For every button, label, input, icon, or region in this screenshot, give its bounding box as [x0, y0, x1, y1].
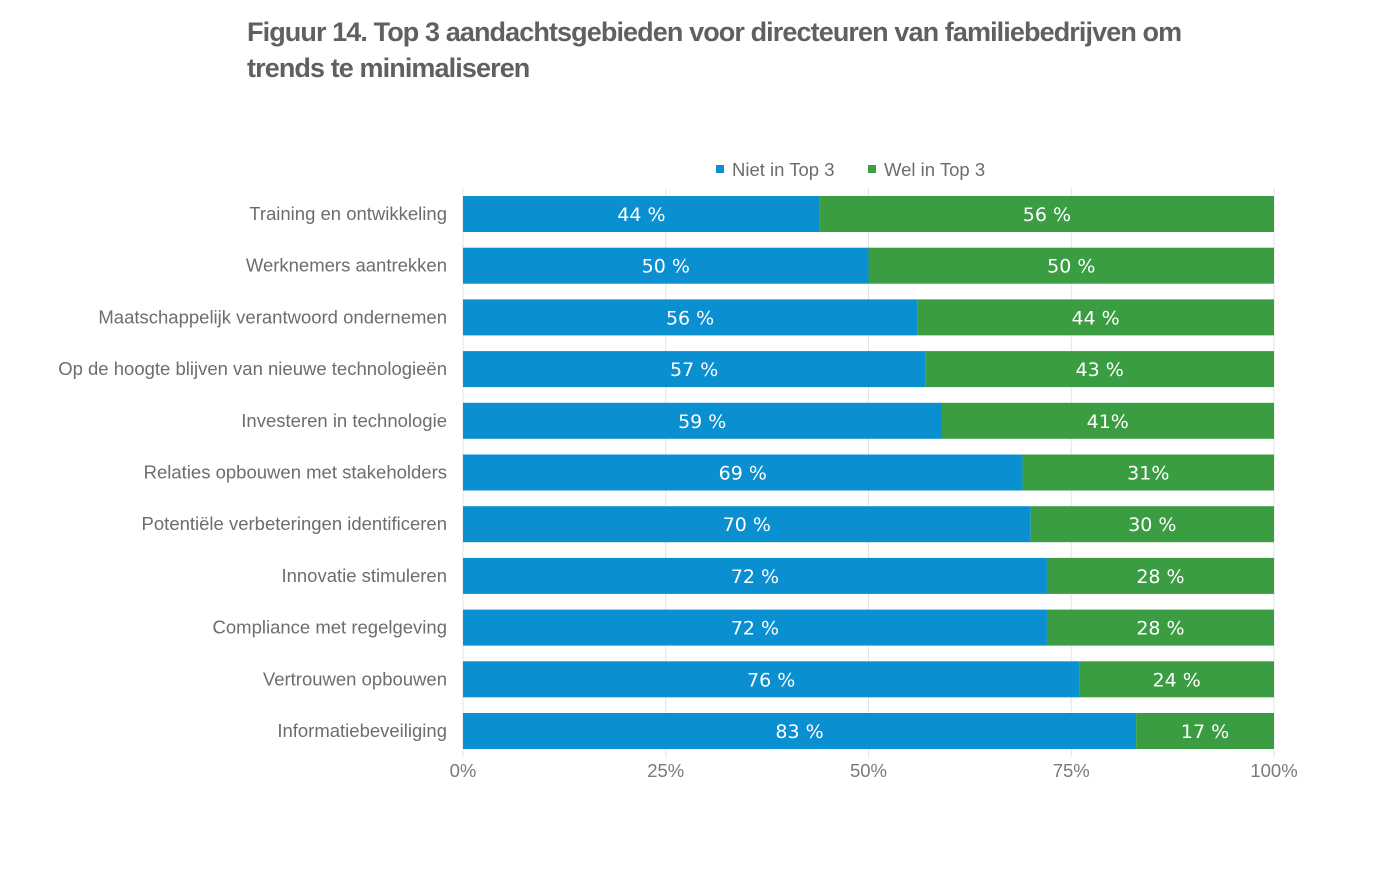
data-label-wel-5: 31%: [1127, 463, 1169, 485]
data-label-niet-10: 83 %: [775, 721, 823, 743]
bar-wel-5: [1022, 454, 1274, 491]
category-label-1: Werknemers aantrekken: [246, 255, 447, 276]
bar-niet-9: [463, 661, 1080, 698]
bar-wel-10: [1136, 713, 1274, 749]
bar-niet-6: [463, 506, 1031, 543]
bar-niet-2: [463, 299, 918, 336]
bar-wel-7: [1046, 557, 1274, 594]
data-label-wel-9: 24 %: [1153, 669, 1201, 691]
chart-title: Figuur 14. Top 3 aandachtsgebieden voor …: [247, 14, 1267, 86]
bar-wel-6: [1030, 506, 1274, 543]
data-label-wel-1: 50 %: [1047, 256, 1095, 278]
legend-label-niet-in-top-3: Niet in Top 3: [732, 159, 835, 180]
data-label-wel-8: 28 %: [1136, 618, 1184, 640]
bar-wel-2: [917, 299, 1274, 336]
x-tick-label-4: 100%: [1250, 760, 1297, 781]
x-tick-label-1: 25%: [647, 760, 684, 781]
x-tick-label-2: 50%: [850, 760, 887, 781]
data-label-wel-10: 17 %: [1181, 721, 1229, 743]
data-label-wel-0: 56 %: [1023, 204, 1071, 226]
data-label-wel-7: 28 %: [1136, 566, 1184, 588]
category-label-4: Investeren in technologie: [241, 410, 447, 431]
bar-niet-0: [463, 196, 820, 232]
data-label-niet-7: 72 %: [731, 566, 779, 588]
x-tick-label-3: 75%: [1053, 760, 1090, 781]
category-label-3: Op de hoogte blijven van nieuwe technolo…: [58, 358, 447, 379]
data-label-niet-2: 56 %: [666, 307, 714, 329]
bar-niet-4: [463, 402, 942, 439]
data-label-wel-3: 43 %: [1075, 359, 1123, 381]
legend-swatch-niet-in-top-3: [716, 165, 724, 173]
data-label-wel-6: 30 %: [1128, 514, 1176, 536]
category-label-5: Relaties opbouwen met stakeholders: [144, 462, 447, 483]
category-label-8: Compliance met regelgeving: [213, 617, 447, 638]
category-label-0: Training en ontwikkeling: [249, 203, 447, 224]
bar-niet-5: [463, 454, 1023, 491]
data-label-wel-2: 44 %: [1071, 307, 1119, 329]
bar-niet-3: [463, 351, 926, 388]
data-label-niet-0: 44 %: [617, 204, 665, 226]
bars: 44 % 56 % 50 % 50 % 56 % 44 % 57 % 43 % 59 % 41% 6…: [463, 196, 1274, 749]
data-label-niet-8: 72 %: [731, 618, 779, 640]
chart-title-line-1: Figuur 14. Top 3 aandachtsgebieden voor …: [247, 17, 1182, 47]
bar-niet-10: [463, 713, 1137, 749]
category-label-2: Maatschappelijk verantwoord ondernemen: [98, 306, 447, 327]
category-label-9: Vertrouwen opbouwen: [263, 668, 447, 689]
data-label-niet-1: 50 %: [642, 256, 690, 278]
x-tick-label-0: 0%: [450, 760, 477, 781]
bar-niet-7: [463, 557, 1047, 594]
data-label-niet-3: 57 %: [670, 359, 718, 381]
data-label-niet-6: 70 %: [723, 514, 771, 536]
category-label-6: Potentiële verbeteringen identificeren: [142, 513, 447, 534]
data-label-wel-4: 41%: [1087, 411, 1129, 433]
category-label-7: Innovatie stimuleren: [281, 565, 447, 586]
bar-niet-8: [463, 609, 1047, 646]
bar-wel-8: [1046, 609, 1274, 646]
data-label-niet-4: 59 %: [678, 411, 726, 433]
bar-wel-4: [941, 402, 1274, 439]
bar-niet-1: [463, 247, 869, 284]
data-label-niet-5: 69 %: [719, 463, 767, 485]
bar-wel-9: [1079, 661, 1274, 698]
x-axis-tick-labels: 0% 25% 50% 75% 100%: [450, 760, 1298, 781]
bar-wel-1: [868, 247, 1274, 284]
legend-swatch-wel-in-top-3: [868, 165, 876, 173]
bar-wel-0: [819, 196, 1274, 232]
bar-wel-3: [925, 351, 1274, 388]
data-label-niet-9: 76 %: [747, 669, 795, 691]
legend: Niet in Top 3 Wel in Top 3: [716, 159, 985, 180]
chart-title-line-2: trends te minimaliseren: [247, 53, 530, 83]
category-label-10: Informatiebeveiliging: [277, 720, 447, 741]
legend-label-wel-in-top-3: Wel in Top 3: [884, 159, 985, 180]
category-labels: Training en ontwikkeling Werknemers aantr…: [58, 203, 447, 741]
